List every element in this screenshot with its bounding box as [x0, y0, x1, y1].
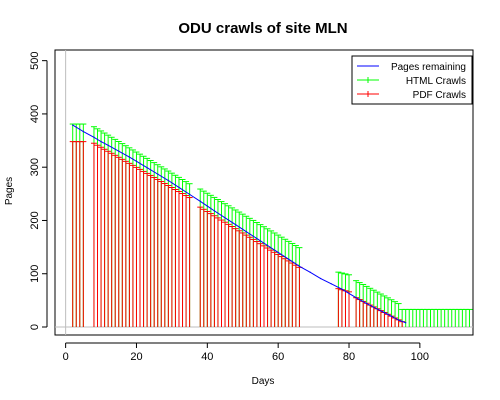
y-tick-label: 500 — [29, 51, 41, 69]
y-tick-label: 100 — [29, 265, 41, 283]
y-tick-label: 200 — [29, 211, 41, 229]
data-point — [100, 141, 102, 143]
plot-area: 0 20 40 60 80 100 0 100 200 300 400 500 — [29, 49, 474, 363]
data-point — [355, 297, 357, 299]
data-point — [189, 193, 191, 195]
data-point — [93, 136, 95, 138]
data-point — [167, 179, 169, 182]
data-point — [245, 231, 247, 233]
chart-title: ODU crawls of site MLN — [178, 20, 347, 37]
data-point — [405, 322, 407, 324]
series-pages-remaining — [72, 124, 407, 324]
x-tick-label: 20 — [130, 351, 142, 363]
data-point — [128, 156, 130, 158]
data-point — [157, 173, 159, 175]
legend: Pages remaining HTML Crawls PDF Crawls — [351, 55, 473, 105]
data-point — [341, 288, 343, 290]
data-point — [330, 283, 332, 285]
legend-label: Pages remaining — [391, 62, 466, 73]
data-point — [277, 251, 279, 254]
data-point — [309, 271, 311, 273]
data-point — [235, 224, 237, 226]
data-point — [107, 144, 109, 146]
data-point — [79, 128, 81, 130]
x-axis-label: Days — [252, 376, 275, 387]
data-point — [146, 167, 148, 169]
data-point — [224, 217, 226, 219]
data-point — [72, 124, 74, 126]
data-point — [213, 210, 216, 212]
data-point — [206, 205, 208, 207]
data-point — [135, 160, 138, 162]
data-point — [383, 312, 386, 314]
data-point — [398, 319, 400, 321]
series-pdf-crawls — [69, 141, 406, 328]
plot-frame — [54, 49, 474, 336]
x-tick-label: 100 — [411, 351, 429, 363]
data-point — [366, 302, 368, 305]
data-point — [199, 200, 201, 202]
y-axis-label: Pages — [4, 177, 15, 205]
data-point — [82, 130, 84, 133]
x-tick-label: 0 — [63, 351, 69, 363]
y-tick-label: 300 — [29, 158, 41, 176]
x-tick-label: 60 — [272, 351, 284, 363]
data-point — [256, 237, 258, 240]
legend-label: PDF Crawls — [413, 90, 466, 101]
data-point — [178, 186, 180, 189]
x-tick-label: 40 — [201, 351, 213, 363]
data-point — [118, 150, 120, 152]
data-point — [390, 315, 393, 317]
data-point — [348, 292, 350, 295]
x-tick-label: 80 — [343, 351, 355, 363]
y-tick-label: 0 — [29, 324, 41, 330]
y-tick-label: 400 — [29, 105, 41, 123]
data-point — [320, 277, 322, 280]
data-point — [373, 306, 375, 308]
legend-label: HTML Crawls — [406, 76, 466, 87]
data-point — [266, 244, 269, 247]
data-point — [288, 258, 290, 260]
data-point — [298, 265, 301, 267]
